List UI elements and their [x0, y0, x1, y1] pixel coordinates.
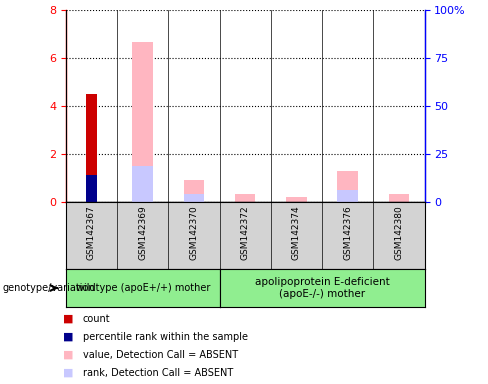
Text: genotype/variation: genotype/variation: [2, 283, 95, 293]
Bar: [184, 194, 204, 202]
Text: GSM142374: GSM142374: [292, 205, 301, 260]
Text: GSM142380: GSM142380: [394, 205, 404, 260]
Bar: [133, 166, 153, 202]
Text: ■: ■: [63, 350, 74, 360]
Text: rank, Detection Call = ABSENT: rank, Detection Call = ABSENT: [83, 368, 233, 378]
Text: ■: ■: [63, 332, 74, 342]
Text: ■: ■: [63, 314, 74, 324]
Text: apolipoprotein E-deficient
(apoE-/-) mother: apolipoprotein E-deficient (apoE-/-) mot…: [255, 277, 389, 299]
Bar: [86, 175, 97, 202]
Bar: [133, 42, 153, 202]
Text: percentile rank within the sample: percentile rank within the sample: [83, 332, 248, 342]
Text: GSM142369: GSM142369: [138, 205, 147, 260]
Bar: [389, 194, 409, 202]
Text: count: count: [83, 314, 111, 324]
Bar: [86, 94, 97, 202]
Bar: [338, 171, 358, 202]
Text: wildtype (apoE+/+) mother: wildtype (apoE+/+) mother: [76, 283, 210, 293]
Text: GSM142376: GSM142376: [343, 205, 352, 260]
Bar: [338, 190, 358, 202]
Bar: [286, 197, 307, 202]
Text: GSM142370: GSM142370: [189, 205, 199, 260]
Text: ■: ■: [63, 368, 74, 378]
Text: value, Detection Call = ABSENT: value, Detection Call = ABSENT: [83, 350, 238, 360]
Bar: [184, 180, 204, 202]
Text: GSM142367: GSM142367: [87, 205, 96, 260]
Text: GSM142372: GSM142372: [241, 205, 250, 260]
Bar: [235, 194, 256, 202]
